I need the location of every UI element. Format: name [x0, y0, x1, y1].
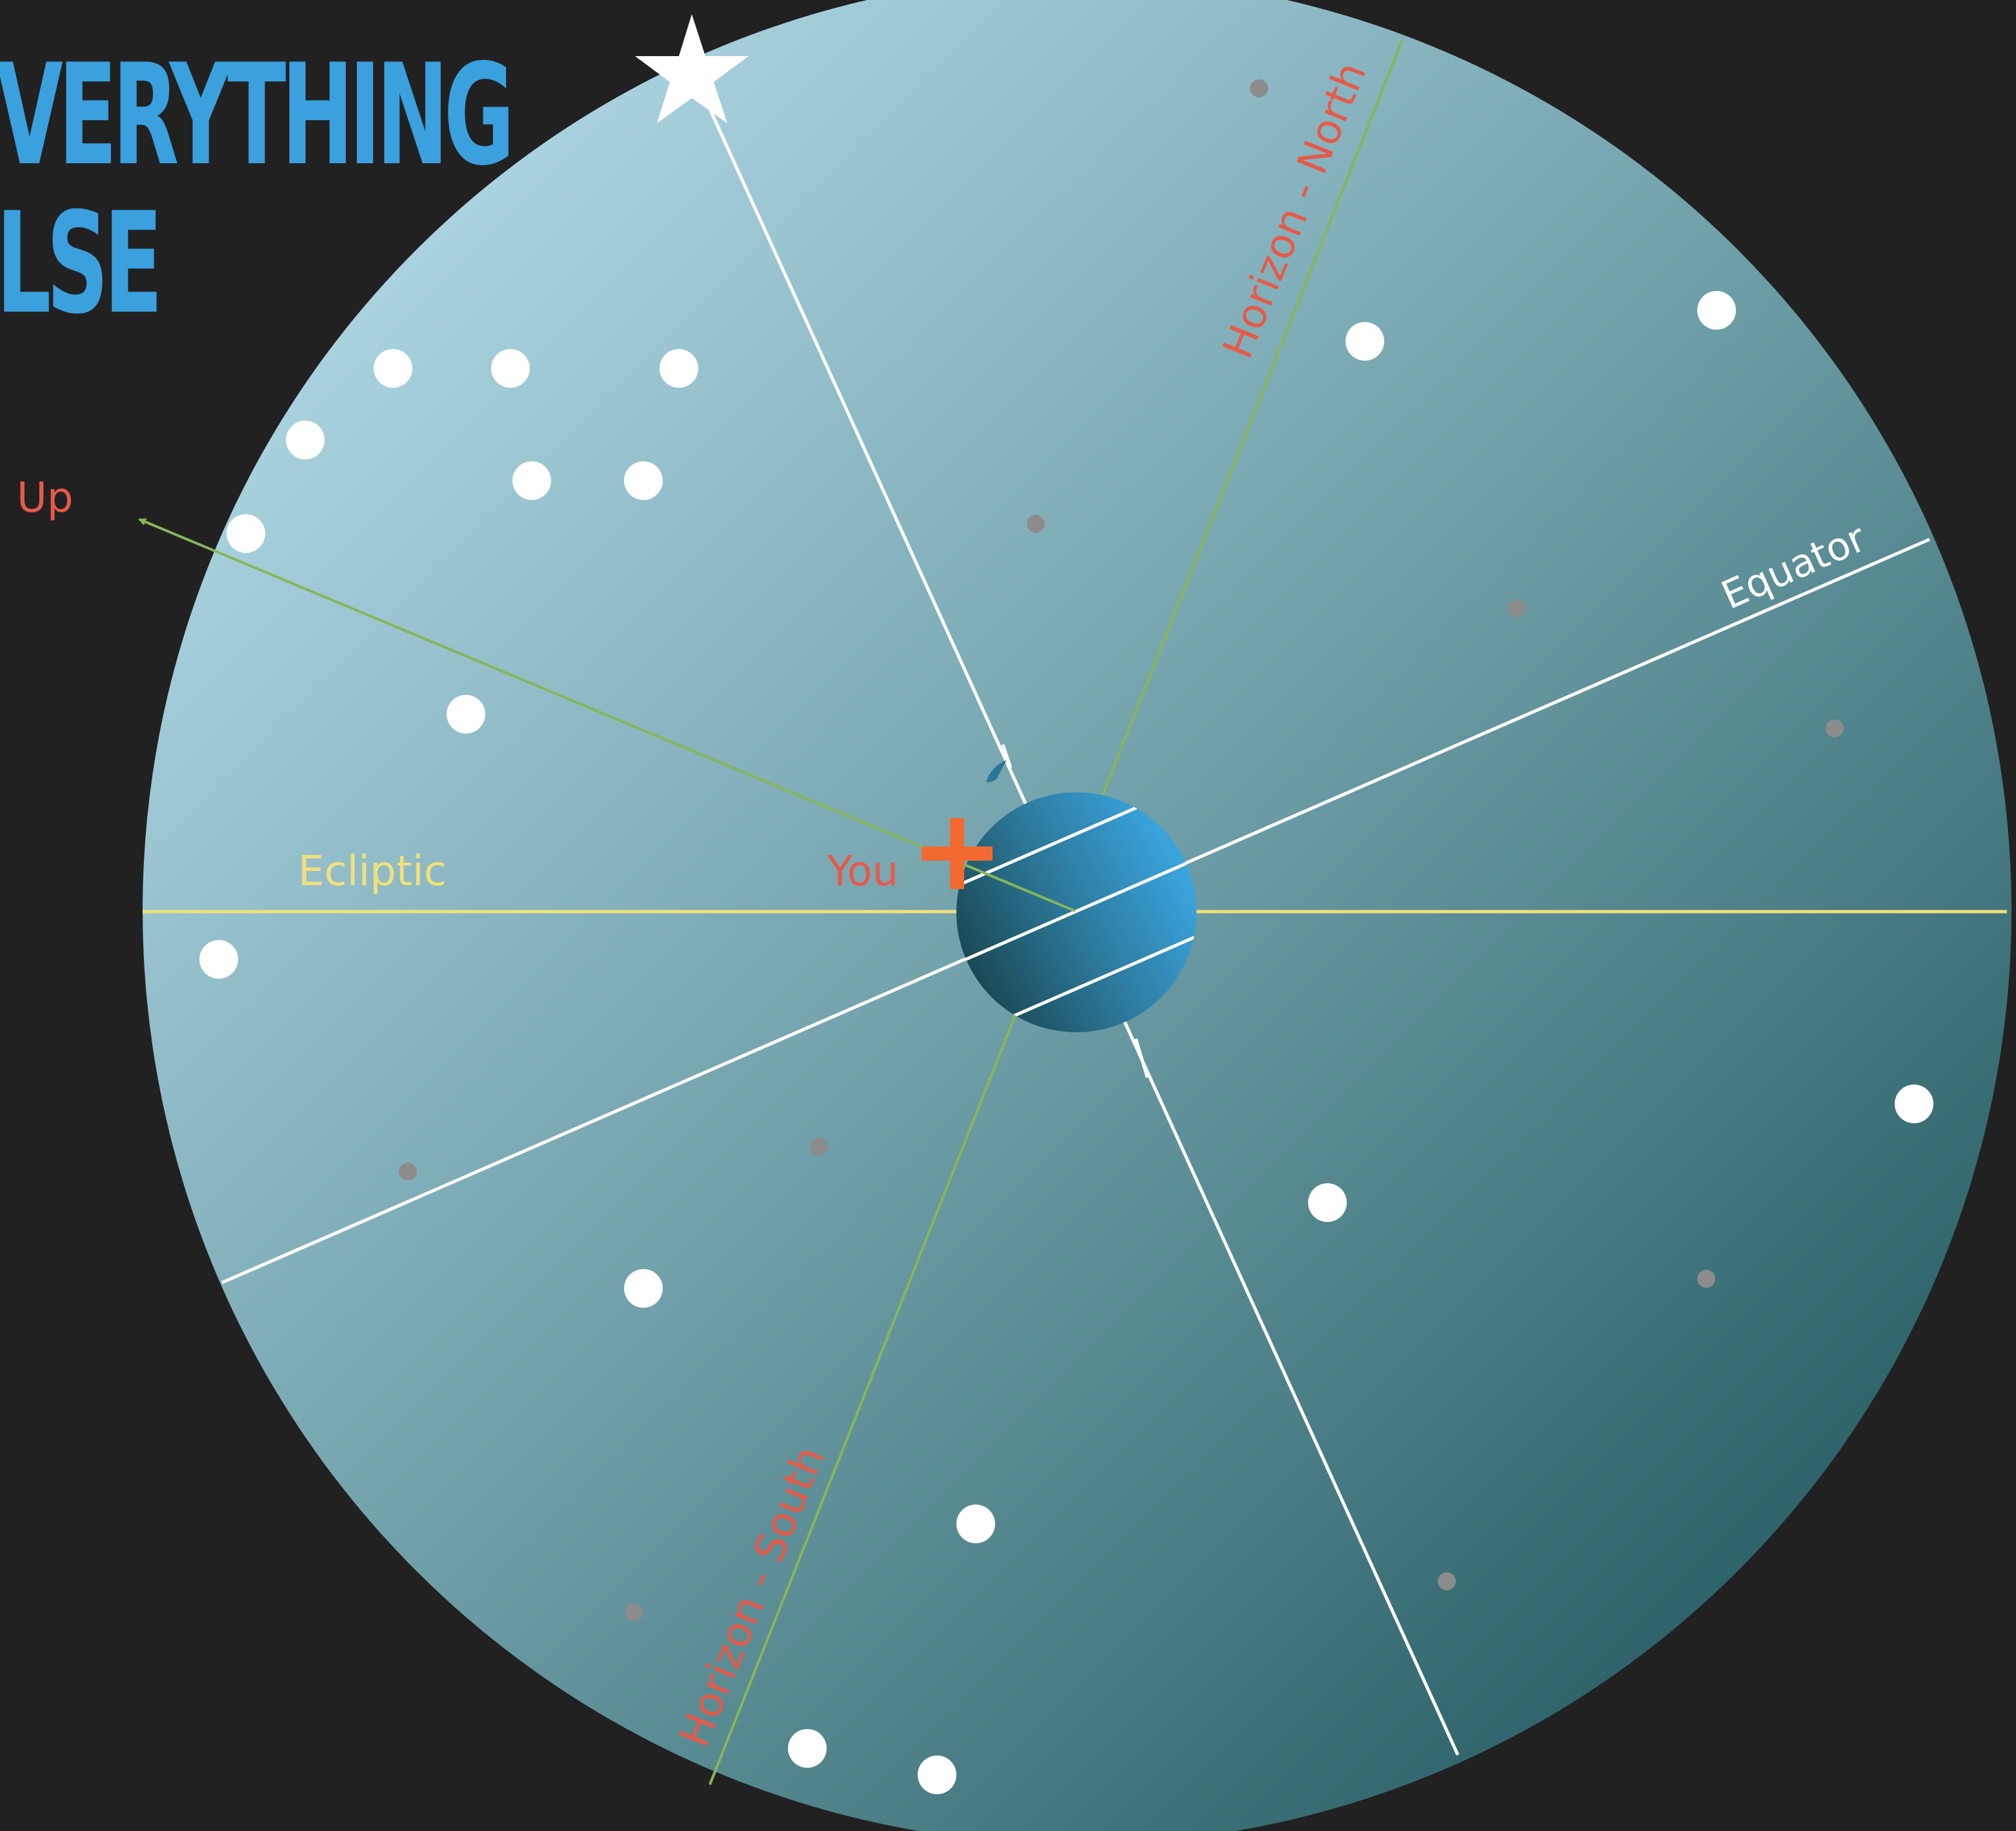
up-label: Up [17, 474, 73, 522]
bright-star [199, 940, 238, 979]
satellite-icon [986, 760, 1007, 783]
bright-star [1895, 1085, 1933, 1123]
bright-star [660, 349, 698, 388]
title-line-1: VERYTHING [0, 34, 515, 196]
bright-star [512, 461, 551, 500]
bright-star [227, 514, 265, 553]
bright-star [447, 695, 485, 734]
slide-title: VERYTHING LSE [0, 34, 515, 345]
title-line-2: LSE [0, 183, 163, 345]
bright-star [1697, 291, 1736, 330]
plus-icon [922, 818, 993, 889]
dim-star [1507, 599, 1526, 617]
axis-tick-south [1134, 1038, 1149, 1078]
you-label: You [827, 848, 898, 895]
arrow-icon [138, 518, 1076, 912]
bright-star [286, 421, 325, 459]
bright-star [1308, 1183, 1347, 1222]
dim-star [810, 1137, 828, 1156]
dim-star [1027, 515, 1045, 533]
bright-star [491, 349, 530, 388]
dim-stars [399, 79, 1844, 1621]
dim-star [1438, 1572, 1456, 1590]
bright-star [788, 1729, 827, 1768]
bright-star [624, 461, 663, 500]
bright-stars [199, 291, 1933, 1794]
ecliptic-label: Ecliptic [298, 848, 447, 895]
bright-star [624, 1269, 663, 1308]
dim-star [1250, 79, 1268, 97]
dim-star [625, 1603, 643, 1621]
axis-tick-north [1001, 744, 1013, 768]
dim-star [399, 1163, 417, 1181]
bright-star [956, 1505, 995, 1543]
star-icon [635, 14, 749, 123]
dim-star [1697, 1270, 1715, 1288]
bright-star [374, 349, 412, 388]
bright-star [1346, 322, 1384, 361]
bright-star [918, 1756, 956, 1794]
dim-star [1826, 719, 1844, 737]
